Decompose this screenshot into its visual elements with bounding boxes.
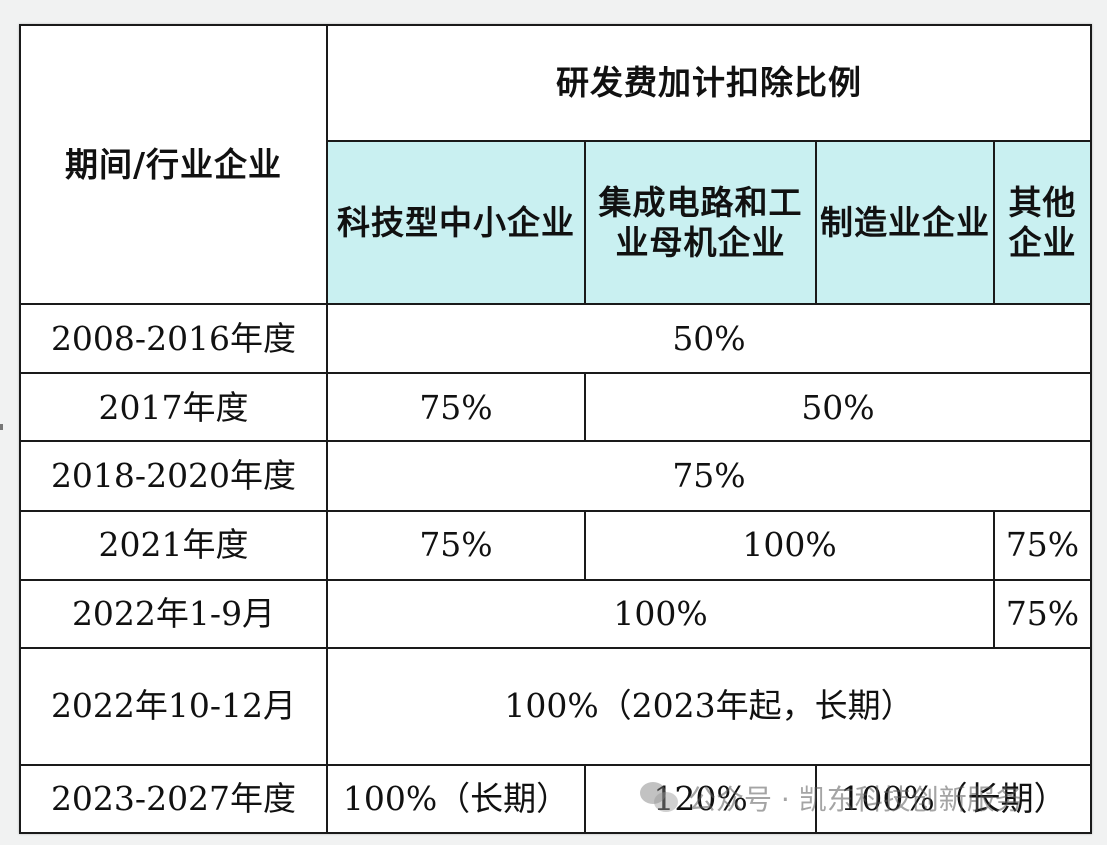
period-cell: 2022年10-12月 bbox=[19, 646, 328, 766]
header-period-industry: 期间/行业企业 bbox=[19, 23, 328, 306]
ratio-cell: 100%（2023年起，长期） bbox=[326, 646, 1092, 766]
ratio-cell: 100% bbox=[584, 509, 995, 581]
period-cell: 2022年1-9月 bbox=[19, 578, 328, 649]
header-ratio-title: 研发费加计扣除比例 bbox=[326, 23, 1092, 143]
period-cell: 2021年度 bbox=[19, 509, 328, 581]
ratio-cell: 120% bbox=[584, 763, 817, 835]
rd-deduction-table: 期间/行业企业 研发费加计扣除比例 科技型中小企业 集成电路和工业母机企业 制造… bbox=[19, 23, 1092, 835]
table-row: 2022年10-12月 100%（2023年起，长期） bbox=[19, 646, 1092, 766]
ratio-cell: 75% bbox=[993, 509, 1092, 581]
table-row: 2023-2027年度 100%（长期） 120% 100%（长期） bbox=[19, 763, 1092, 835]
period-cell: 2023-2027年度 bbox=[19, 763, 328, 835]
header-row-2: 科技型中小企业 集成电路和工业母机企业 制造业企业 其他企业 bbox=[20, 140, 1092, 306]
edge-mark bbox=[0, 424, 3, 430]
table-row: 2008-2016年度 50% bbox=[19, 303, 1092, 375]
ratio-cell: 50% bbox=[584, 372, 1092, 443]
table-row: 2022年1-9月 100% 75% bbox=[19, 578, 1092, 649]
ratio-cell: 50% bbox=[326, 303, 1092, 375]
period-cell: 2017年度 bbox=[19, 372, 328, 443]
period-cell: 2018-2020年度 bbox=[19, 440, 328, 512]
ratio-cell: 100%（长期） bbox=[326, 763, 586, 835]
table-row: 2018-2020年度 75% bbox=[19, 440, 1092, 512]
ratio-cell: 75% bbox=[993, 578, 1092, 649]
table-row: 2021年度 75% 100% 75% bbox=[19, 509, 1092, 581]
ratio-cell: 75% bbox=[326, 372, 586, 443]
header-manufacturing: 制造业企业 bbox=[815, 140, 995, 306]
header-row-1: 期间/行业企业 研发费加计扣除比例 bbox=[19, 23, 1092, 306]
ratio-cell: 100%（长期） bbox=[815, 763, 1092, 835]
ratio-cell: 100% bbox=[326, 578, 995, 649]
ratio-cell: 75% bbox=[326, 509, 586, 581]
table-row: 2017年度 75% 50% bbox=[19, 372, 1092, 443]
header-other: 其他企业 bbox=[993, 140, 1092, 306]
ratio-cell: 75% bbox=[326, 440, 1092, 512]
period-cell: 2008-2016年度 bbox=[19, 303, 328, 375]
header-sme: 科技型中小企业 bbox=[326, 140, 586, 306]
header-ic-machine-tool: 集成电路和工业母机企业 bbox=[584, 140, 817, 306]
